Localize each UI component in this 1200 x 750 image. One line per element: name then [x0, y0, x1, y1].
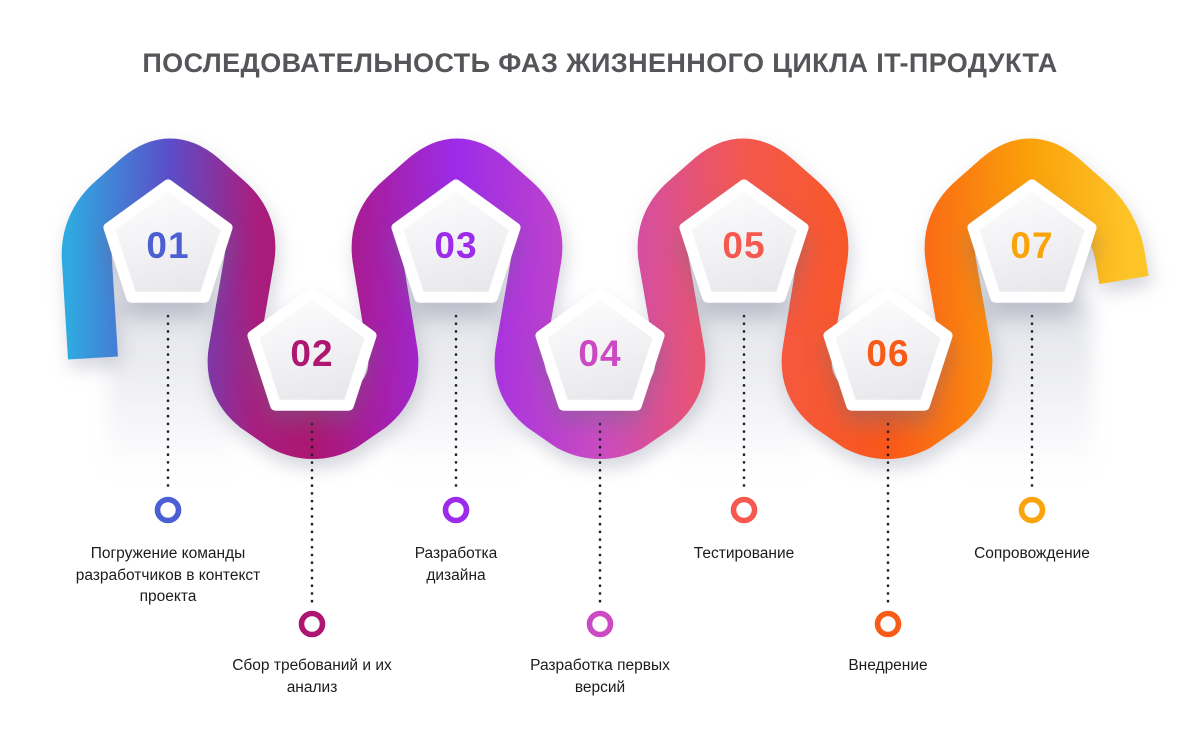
phase-label-04: Разработка первых версий — [530, 657, 670, 696]
phase-label-06: Внедрение — [848, 657, 928, 674]
phase-marker-rings — [154, 496, 1046, 638]
phase-label-05: Тестирование — [693, 545, 795, 562]
halo-shadow — [395, 300, 519, 475]
phase-number-06: 06 — [866, 333, 910, 374]
pentagon-icon-04 — [535, 287, 665, 411]
phase-ring-02 — [298, 610, 326, 638]
phase-number-01: 01 — [146, 225, 190, 266]
phase-number-03: 03 — [434, 225, 478, 266]
pentagon-icon-07 — [967, 179, 1097, 303]
pentagon-icon-03 — [391, 179, 521, 303]
halo-shadow — [968, 300, 1092, 475]
soft-shadow-halos — [108, 300, 1092, 475]
phase-label-03: Разработка дизайна — [414, 545, 498, 584]
phase-number-02: 02 — [290, 333, 334, 374]
phase-number-07: 07 — [1010, 225, 1054, 266]
phase-ring-01 — [154, 496, 182, 524]
pentagon-icon-05 — [679, 179, 809, 303]
page-title: ПОСЛЕДОВАТЕЛЬНОСТЬ ФАЗ ЖИЗНЕННОГО ЦИКЛА … — [142, 48, 1058, 78]
phase-ring-07 — [1018, 496, 1046, 524]
phase-label-01: Погружение команды разработчиков в конте… — [75, 545, 261, 606]
phase-label-02: Сбор требований и их анализ — [232, 657, 392, 696]
pentagon-icon-06 — [823, 287, 953, 411]
phase-ring-05 — [730, 496, 758, 524]
phase-ring-04 — [586, 610, 614, 638]
phase-number-04: 04 — [578, 333, 622, 374]
pentagon-nodes — [103, 179, 1097, 411]
halo-shadow — [681, 300, 805, 475]
phase-ring-06 — [874, 610, 902, 638]
gradient-ribbon — [61, 138, 1149, 459]
phase-number-05: 05 — [722, 225, 766, 266]
pentagon-icon-02 — [247, 287, 377, 411]
connector-lines — [166, 314, 1034, 608]
pentagon-icon-01 — [103, 179, 233, 303]
phase-label-07: Сопровождение — [974, 545, 1090, 562]
halo-shadow — [108, 300, 232, 475]
phase-ring-03 — [442, 496, 470, 524]
